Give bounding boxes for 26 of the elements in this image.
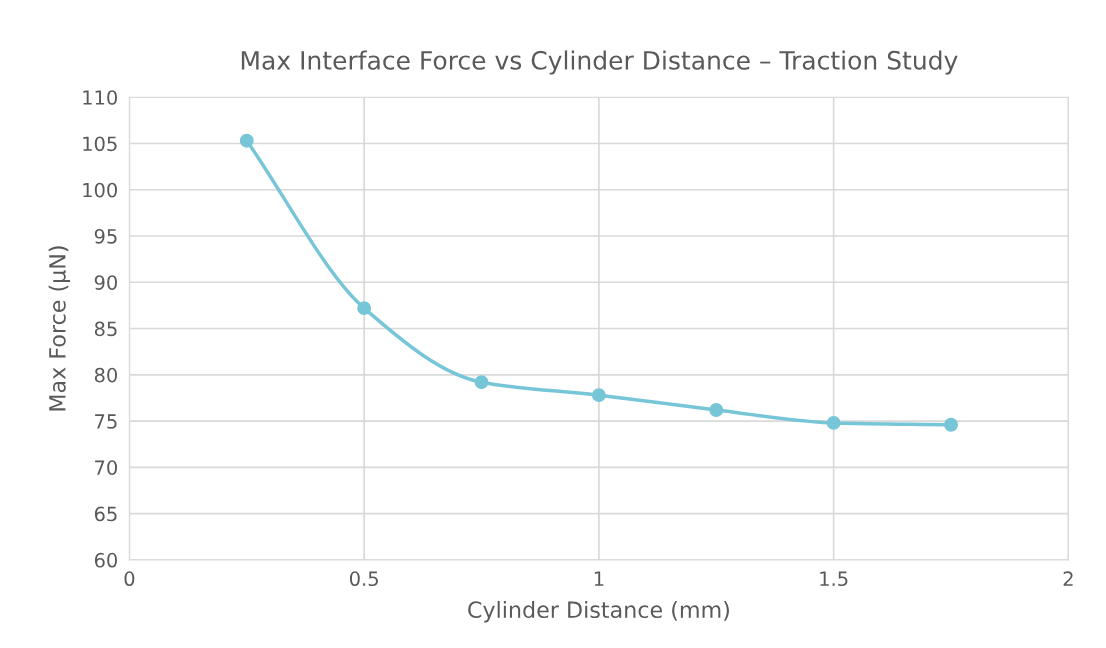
x-tick-label: 2 bbox=[1063, 571, 1073, 586]
x-tick-label: 0 bbox=[124, 571, 135, 587]
point bbox=[944, 417, 958, 432]
y-tick-label: 100 bbox=[83, 182, 117, 198]
y-tick-label: 85 bbox=[94, 321, 117, 337]
point bbox=[474, 375, 489, 390]
x-tick-label: 1 bbox=[594, 571, 604, 586]
x-axis-title: Cylinder Distance (mm) bbox=[468, 600, 729, 623]
y-tick-label: 95 bbox=[94, 228, 117, 244]
point bbox=[826, 415, 841, 430]
x-tick-label: 1.5 bbox=[820, 571, 848, 587]
y-tick-label: 75 bbox=[95, 414, 117, 429]
y-tick-label: 110 bbox=[83, 90, 117, 105]
point bbox=[709, 403, 724, 417]
y-tick-label: 70 bbox=[95, 460, 117, 475]
chart-title: Max Interface Force vs Cylinder Distance – Traction Study bbox=[241, 50, 958, 75]
y-tick-label: 105 bbox=[83, 136, 117, 152]
point bbox=[357, 301, 372, 316]
y-tick-label: 80 bbox=[94, 367, 117, 383]
point bbox=[239, 133, 254, 148]
point bbox=[591, 388, 606, 403]
y-tick-label: 90 bbox=[94, 275, 117, 290]
x-tick-label: 0.5 bbox=[349, 571, 378, 587]
y-tick-label: 60 bbox=[94, 552, 117, 568]
y-axis-title: Max Force (µN) bbox=[48, 246, 71, 411]
y-tick-label: 65 bbox=[94, 506, 117, 522]
